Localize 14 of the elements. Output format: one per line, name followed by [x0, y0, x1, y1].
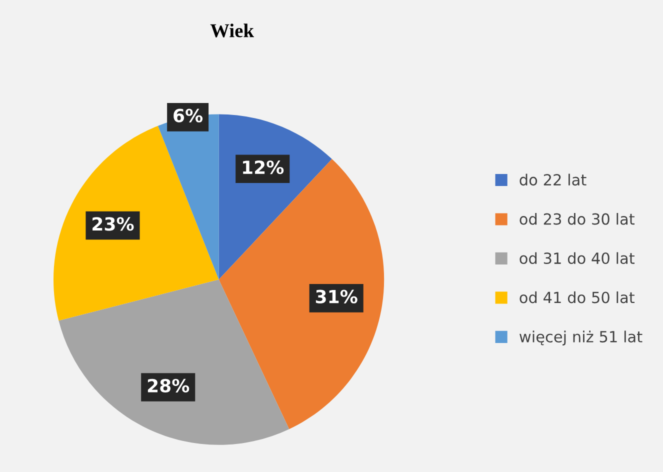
- data-label: 6%: [174, 108, 203, 122]
- data-label: 28%: [148, 378, 190, 392]
- legend-label: więcej niż 51 lat: [520, 330, 642, 346]
- legend-label: od 41 do 50 lat: [520, 291, 635, 304]
- pie-slice: [218, 159, 384, 430]
- chart-title: Wiek: [210, 24, 254, 38]
- legend-label: od 23 do 30 lat: [520, 212, 635, 225]
- legend-label: od 31 do 40 lat: [520, 252, 635, 264]
- data-label: 23%: [92, 217, 134, 231]
- data-label: 31%: [316, 290, 358, 304]
- data-label: 12%: [243, 160, 284, 174]
- pie-slice: [53, 126, 219, 321]
- legend-label: do 22 lat: [520, 174, 586, 186]
- pie-slice: [58, 280, 290, 445]
